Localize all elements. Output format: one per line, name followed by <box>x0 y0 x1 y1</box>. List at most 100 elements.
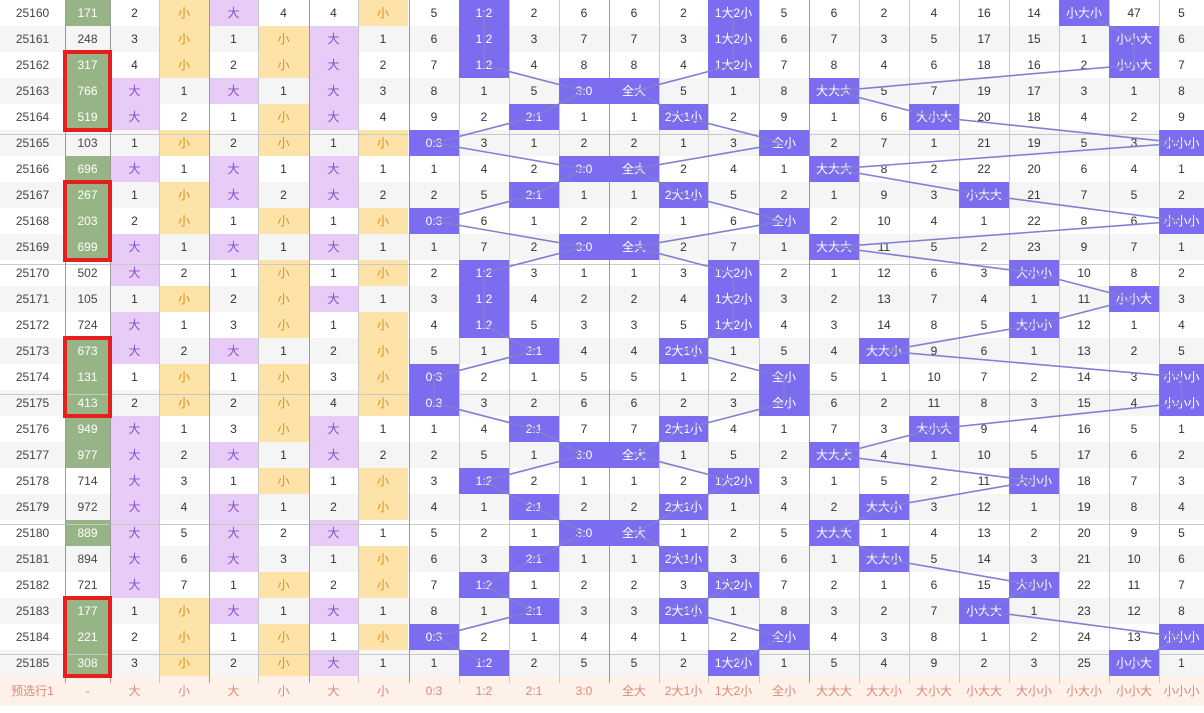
table-cell: 1 <box>780 162 788 176</box>
table-cell: 1 <box>430 422 438 436</box>
table-cell: 1 <box>330 630 337 644</box>
table-cell: 大 <box>309 598 358 624</box>
table-cell: 3:0 <box>559 78 609 104</box>
table-cell: 9 <box>930 344 938 358</box>
footer-cell: 大 <box>227 684 240 698</box>
table-cell: 5 <box>580 656 588 670</box>
table-cell: 2大1小 <box>659 104 708 130</box>
table-cell: 2 <box>1130 110 1138 124</box>
table-cell: 4 <box>680 58 687 72</box>
table-cell: 2 <box>730 630 737 644</box>
table-cell: 5 <box>430 526 438 540</box>
table-cell: 大大小 <box>859 546 909 572</box>
table-cell: 4 <box>1130 162 1138 176</box>
table-cell: 1 <box>480 604 488 618</box>
table-cell: 3 <box>930 188 938 202</box>
table-cell: 1 <box>730 604 737 618</box>
table-cell: 1 <box>280 448 287 462</box>
table-cell: 4 <box>131 58 138 72</box>
table-cell: 5 <box>1178 526 1185 540</box>
table-cell: 2 <box>680 6 687 20</box>
table-cell: 1:2 <box>459 572 509 598</box>
table-cell: 6 <box>1130 448 1138 462</box>
table-row: 25179 972 大 4 大 1 2 小 4 1 2:1 2 2 2大1小 1 4 2 大大小 3 12 1 19 8 4 <box>0 494 1204 520</box>
table-row: 25163 766 大 1 大 1 大 3 8 1 5 3:0 全大 5 1 8 大大大 5 7 19 17 3 1 8 <box>0 78 1204 104</box>
table-cell: 1 <box>1178 162 1185 176</box>
table-cell: 13 <box>1077 344 1091 358</box>
table-cell: 5 <box>780 6 788 20</box>
table-cell: 2 <box>880 6 888 20</box>
table-row: 25183 177 1 小大 1 大 1 8 1 2:1 3 3 2大1小 1 8 3 2 7 小大大 1 23 12 8 <box>0 598 1204 624</box>
table-cell: 6 <box>430 32 438 46</box>
table-cell: 1 <box>330 474 337 488</box>
table-cell: 大 <box>309 104 358 130</box>
table-cell: 小 <box>358 364 408 390</box>
issue-number: 25173 <box>15 344 50 358</box>
table-cell: 7 <box>1178 58 1185 72</box>
issue-number: 25162 <box>15 58 50 72</box>
table-cell: 2 <box>480 630 488 644</box>
table-cell: 7 <box>1130 240 1138 254</box>
table-row: 25172 724 大 1 3 小 1 小 4 1:2 5 3 3 5 1大2小 4 3 14 8 5 大小小 12 1 4 <box>0 312 1204 338</box>
table-cell: 7 <box>1130 474 1138 488</box>
table-cell: 大大大 <box>809 234 859 260</box>
table-cell: 2大1小 <box>659 416 708 442</box>
table-cell: 5 <box>830 370 838 384</box>
table-cell: 大 <box>309 234 358 260</box>
table-cell: 14 <box>877 318 891 332</box>
table-cell: 8 <box>580 58 588 72</box>
table-cell: 3 <box>880 32 888 46</box>
table-cell: 5 <box>1130 188 1138 202</box>
table-cell: 2 <box>330 578 337 592</box>
column-divider <box>358 0 359 683</box>
table-cell: 1大2小 <box>708 312 759 338</box>
highlight-box <box>63 596 112 678</box>
table-cell: 1 <box>230 110 237 124</box>
table-cell: 6 <box>930 578 938 592</box>
table-cell: 0:3 <box>409 390 459 416</box>
table-cell: 5 <box>830 656 838 670</box>
table-cell: 7 <box>630 422 638 436</box>
table-row: 25181 894 大 6 大 3 1 小 6 3 2:1 1 1 2大1小 3 6 1 大大小 5 14 3 21 10 6 <box>0 546 1204 572</box>
table-cell: 1大2小 <box>708 468 759 494</box>
table-cell: 3 <box>1080 84 1088 98</box>
table-cell: 3 <box>180 474 188 488</box>
table-cell: 2 <box>1178 448 1185 462</box>
table-cell: 19 <box>977 84 991 98</box>
table-row: 25182 721 大 7 1 小 2 小 7 1:2 1 2 2 3 1大2小 7 2 1 6 15 大小小 22 11 7 <box>0 572 1204 598</box>
table-cell: 6 <box>1130 214 1138 228</box>
table-cell: 4 <box>680 292 687 306</box>
issue-number: 25174 <box>15 370 50 384</box>
table-cell: 3 <box>930 500 938 514</box>
table-cell: 1大2小 <box>708 650 759 676</box>
table-cell: 21 <box>1027 188 1041 202</box>
table-cell: 1 <box>630 110 638 124</box>
table-cell: 大小小 <box>1009 572 1059 598</box>
table-cell: 3 <box>630 604 638 618</box>
column-divider <box>559 0 560 683</box>
table-cell: 7 <box>930 84 938 98</box>
table-cell: 3:0 <box>559 442 609 468</box>
table-row: 25176 949 大 1 3 小大 1 1 4 2:1 7 7 2大1小 4 1 7 3 大小大 9 4 16 5 1 <box>0 416 1204 442</box>
table-cell: 4 <box>379 110 387 124</box>
table-cell: 1 <box>180 240 188 254</box>
table-cell: 4 <box>480 422 488 436</box>
table-cell: 1 <box>580 188 588 202</box>
table-cell: 6 <box>830 6 838 20</box>
table-cell: 4 <box>880 656 888 670</box>
draw-number: 105 <box>77 292 98 306</box>
table-cell: 4 <box>330 6 337 20</box>
table-cell: 8 <box>780 84 788 98</box>
table-cell: 8 <box>930 318 938 332</box>
table-cell: 3:0 <box>559 234 609 260</box>
table-cell: 3 <box>430 292 438 306</box>
table-row: 25184 221 2 小 1 小 1 小 0:3 2 1 4 4 1 2 全小 4 3 8 1 2 24 13 小小小 <box>0 624 1204 650</box>
table-cell: 6 <box>580 6 588 20</box>
table-cell: 5 <box>930 32 938 46</box>
column-divider <box>1159 0 1160 683</box>
table-cell: 1:2 <box>459 260 509 286</box>
table-cell: 2 <box>580 214 588 228</box>
table-cell: 4 <box>830 630 838 644</box>
column-divider <box>759 0 760 683</box>
table-cell: 22 <box>977 162 991 176</box>
